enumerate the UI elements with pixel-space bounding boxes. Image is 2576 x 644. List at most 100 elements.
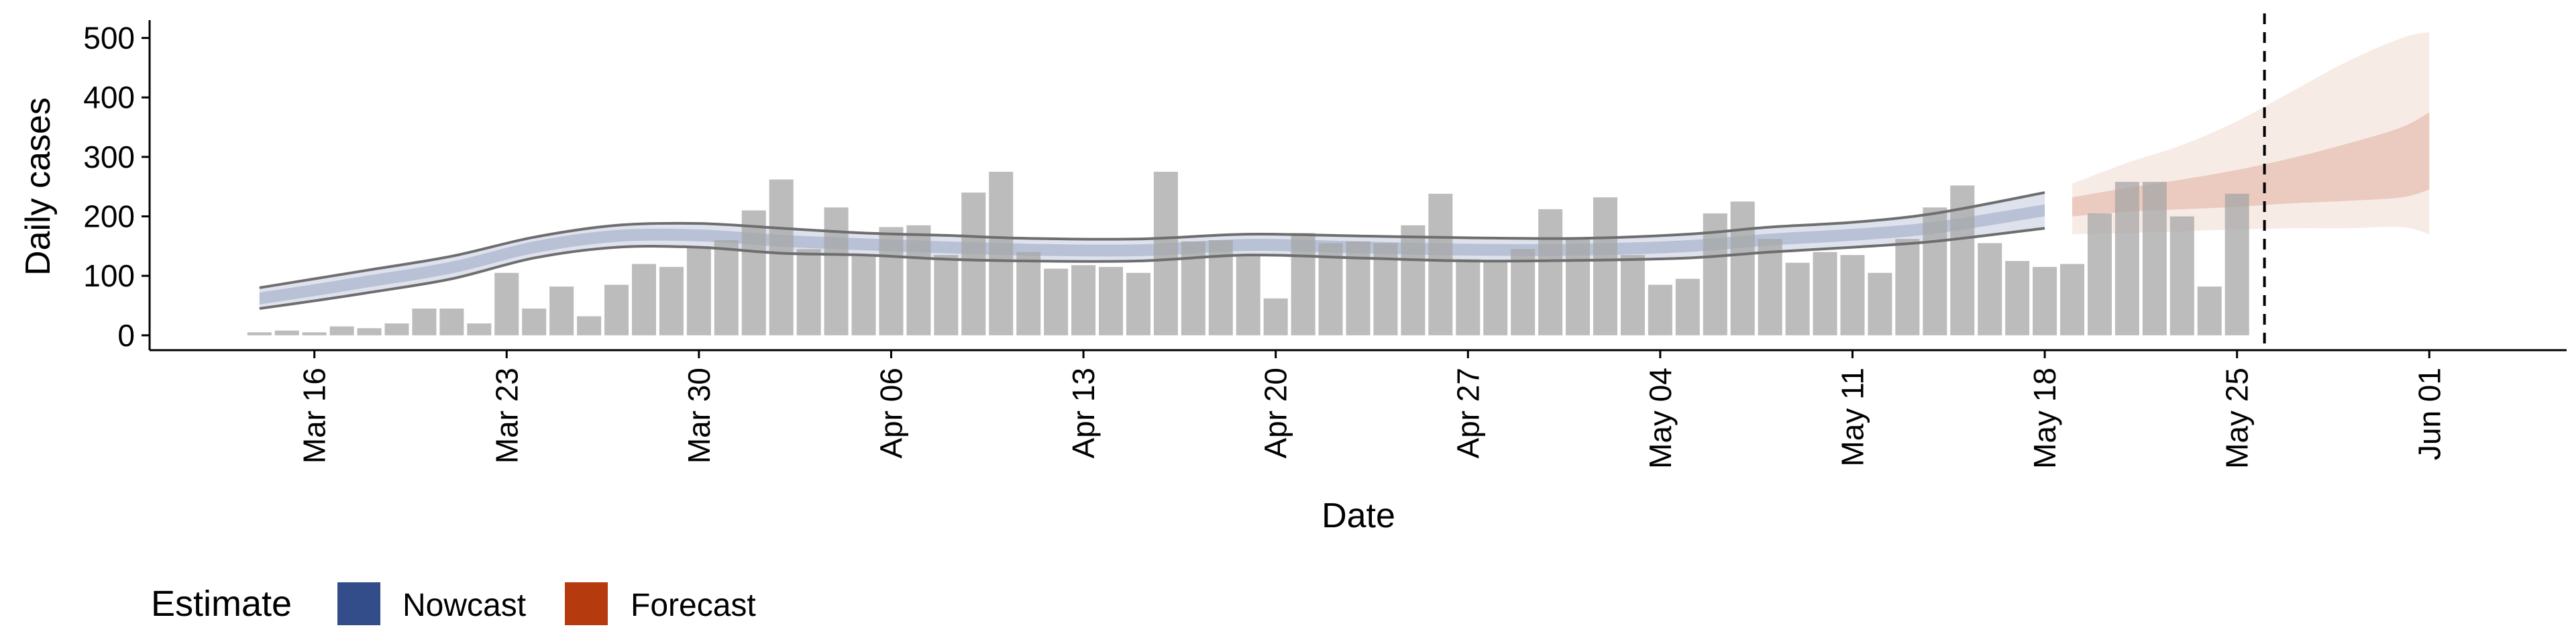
nowcast-lower-line (259, 227, 2045, 310)
plot-area (247, 13, 2430, 350)
bar (1373, 243, 1398, 335)
bars (247, 172, 2249, 335)
x-tick-label: Mar 23 (489, 368, 524, 464)
bar (1758, 239, 1782, 335)
bar (1428, 193, 1453, 335)
bar (274, 330, 299, 335)
bar (384, 323, 409, 335)
bar (1071, 265, 1096, 335)
y-tick-label: 100 (83, 258, 135, 293)
bar (934, 255, 959, 335)
x-tick-label: Apr 20 (1258, 368, 1293, 459)
bar (906, 225, 931, 335)
bar (1593, 197, 1617, 335)
bar (1978, 243, 2002, 335)
bar (879, 227, 904, 335)
bar (2197, 286, 2222, 335)
legend-label-nowcast: Nowcast (402, 588, 526, 623)
bar (1483, 261, 1508, 335)
legend-swatch-nowcast (337, 582, 380, 625)
bar (357, 328, 382, 335)
bar (577, 316, 602, 335)
bar (2142, 182, 2167, 335)
bar (714, 240, 739, 335)
bar (329, 326, 354, 335)
y-tick-label: 0 (117, 318, 135, 353)
legend: Estimate Nowcast Forecast (151, 582, 756, 625)
bar (824, 207, 849, 335)
bar (302, 332, 327, 335)
nowcast-ribbon-outer (259, 193, 2045, 309)
bar (659, 266, 684, 335)
bar (1566, 237, 1591, 335)
x-tick-label: Apr 27 (1450, 368, 1485, 459)
bar (1675, 278, 1700, 335)
y-tick-label: 200 (83, 199, 135, 234)
bar (1263, 298, 1288, 335)
bar (1730, 201, 1755, 335)
legend-label-forecast: Forecast (631, 588, 756, 623)
bar (741, 210, 766, 335)
bar (1648, 284, 1672, 335)
x-tick-label: Apr 06 (873, 368, 908, 459)
x-tick-label: Jun 01 (2412, 368, 2447, 460)
bar (2005, 261, 2030, 335)
bar (851, 255, 876, 335)
bar (2169, 216, 2194, 335)
nowcast-ribbon-inner (259, 204, 2045, 305)
bar (247, 332, 272, 335)
x-axis-title: Date (1322, 496, 1395, 535)
y-tick-label: 500 (83, 21, 135, 56)
bar (2060, 264, 2085, 335)
bar (1401, 225, 1426, 335)
bar (989, 172, 1014, 335)
x-tick-label: May 11 (1835, 368, 1870, 466)
bar (1785, 262, 1810, 335)
bar (796, 249, 821, 335)
bar (769, 179, 794, 335)
legend-swatch-forecast (565, 582, 608, 625)
nowcast-upper-line (259, 191, 2045, 289)
bar (439, 308, 464, 335)
x-tick-label: May 04 (1643, 368, 1678, 469)
bar (1236, 255, 1260, 335)
bar (1346, 241, 1371, 335)
bar (604, 284, 629, 335)
bar (1126, 272, 1150, 335)
bar (1044, 268, 1069, 335)
bar (2114, 182, 2139, 335)
bar (1923, 207, 1947, 335)
x-tick-label: May 18 (2027, 368, 2062, 469)
bar (494, 272, 519, 335)
x-ticks: Mar 16 Mar 23 Mar 30 Apr 06 Apr 13 Apr 20 Apr … (297, 350, 2447, 469)
bar (412, 308, 437, 335)
bar (1016, 252, 1041, 335)
bar (522, 308, 547, 335)
bar (1181, 241, 1205, 335)
bar (549, 286, 574, 335)
bar (631, 264, 656, 335)
y-tick-label: 400 (83, 80, 135, 115)
bar (1291, 233, 1316, 335)
bar (1511, 249, 1536, 335)
bar (1895, 239, 1920, 335)
y-tick-label: 300 (83, 140, 135, 174)
y-ticks: 0 100 200 300 400 500 (83, 21, 150, 353)
bar (686, 246, 711, 335)
bar (1620, 255, 1645, 335)
bar (467, 323, 492, 335)
bar (2087, 213, 2112, 335)
bar (1840, 255, 1865, 335)
x-tick-label: Apr 13 (1066, 368, 1101, 459)
bar (1868, 272, 1892, 335)
bar (1099, 266, 1124, 335)
lines (259, 191, 2045, 310)
bar (961, 193, 986, 335)
bar (1456, 259, 1481, 335)
y-axis-title: Daily cases (19, 97, 58, 276)
bar (1538, 209, 1563, 335)
bar (2033, 266, 2057, 335)
bar (1813, 252, 1837, 335)
x-tick-label: Mar 16 (297, 368, 332, 464)
